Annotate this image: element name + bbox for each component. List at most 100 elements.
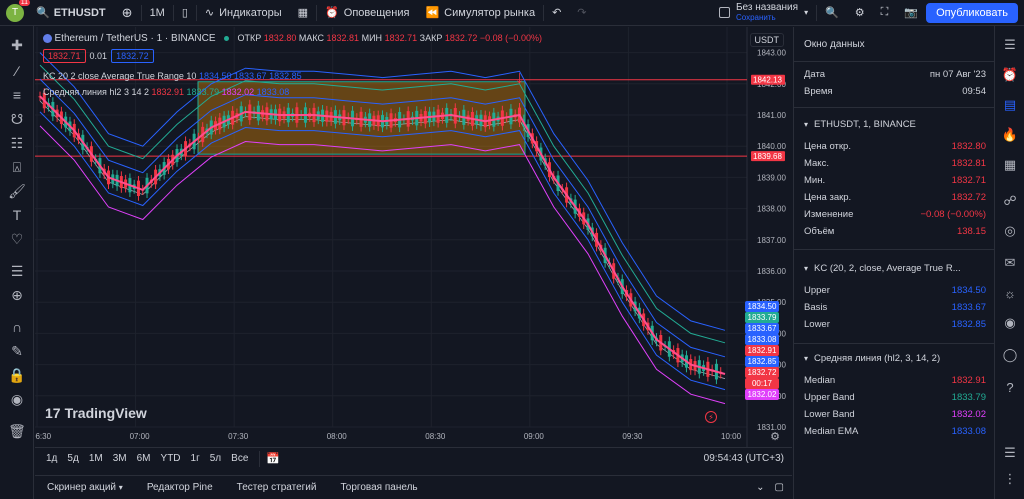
tab-trading-panel[interactable]: Торговая панель <box>340 482 418 493</box>
fullscreen-button[interactable]: ⛶ <box>873 0 897 26</box>
templates-button[interactable]: ▦ <box>290 0 316 26</box>
y-tick-label: 1837.00 <box>757 236 786 245</box>
chart-type-button[interactable]: ▯ <box>174 0 196 26</box>
timeframe-2[interactable]: 1М <box>88 453 103 464</box>
collapse-icon[interactable]: ⌄ <box>756 482 765 493</box>
interval-button[interactable]: 1M <box>149 6 165 19</box>
chart-pane[interactable]: 1843.001842.001841.001840.001839.001838.… <box>35 27 792 447</box>
more-icon[interactable]: ⋮ <box>1003 471 1017 486</box>
calendar-icon[interactable]: 📅 <box>266 453 281 465</box>
publish-button[interactable]: Опубликовать <box>926 2 1018 23</box>
axis-price-tag: 1833.67 <box>745 323 779 334</box>
tab-pine-editor[interactable]: Редактор Pine <box>146 482 213 493</box>
hotlist-fire-icon[interactable]: 🔥 <box>1001 127 1019 142</box>
fib-icon[interactable]: ☷ <box>10 134 24 151</box>
quick-search-button[interactable]: 🔍 <box>817 0 847 26</box>
user-avatar[interactable]: T 11 <box>6 0 30 22</box>
kc-row: Lower 1832.85 <box>804 319 986 332</box>
timeframe-7[interactable]: 5л <box>209 453 222 464</box>
kc-value: 1834.50 <box>951 285 986 296</box>
chevron-down-icon: ▾ <box>804 8 809 17</box>
chat-icon[interactable]: ✉ <box>1004 255 1016 270</box>
pattern-icon[interactable]: ⍓ <box>12 158 22 175</box>
sell-price-button[interactable]: 1832.71 <box>43 49 86 63</box>
divider <box>794 343 994 344</box>
help-icon[interactable]: ? <box>1006 379 1014 395</box>
brush-icon[interactable]: 🖌 <box>8 182 26 199</box>
lightbulb-icon[interactable]: ☼ <box>1004 285 1016 301</box>
text-icon[interactable]: T <box>12 207 22 223</box>
eye-icon[interactable]: ◉ <box>10 390 24 407</box>
timeframe-4[interactable]: 6М <box>136 453 151 464</box>
buy-price-button[interactable]: 1832.72 <box>111 49 154 63</box>
ohlc-label: Макс. <box>804 158 829 169</box>
snapshot-button[interactable]: 📷 <box>896 0 926 26</box>
replay-button[interactable]: ⏪ Симулятор рынка <box>417 0 543 26</box>
zoom-in-icon[interactable]: ⊕ <box>11 286 23 303</box>
ruler-icon[interactable]: ☰ <box>10 262 24 279</box>
trend-line-icon[interactable]: ∕ <box>15 63 19 79</box>
symbol-label: ETHUSDT <box>53 6 106 19</box>
lock-pencil-icon[interactable]: ✎ <box>11 342 23 359</box>
ml-section-title: Средняя линия (hl2, 3, 14, 2) <box>814 353 941 364</box>
timeframe-5[interactable]: YTD <box>160 453 181 464</box>
ohlc-value: 1832.72 <box>951 192 986 203</box>
symbol-section[interactable]: ▾ ETHUSDT, 1, BINANCE <box>804 119 916 130</box>
calendar-icon[interactable]: ▦ <box>1003 157 1017 172</box>
settings-button[interactable]: ⚙ <box>847 0 873 26</box>
tab-screener-label: Скринер акций <box>47 482 117 493</box>
tab-strategy-tester[interactable]: Тестер стратегий <box>236 482 317 493</box>
crosshair-icon[interactable]: ✚ <box>11 36 23 53</box>
timeframe-0[interactable]: 1д <box>46 453 58 464</box>
y-tick-label: 1838.00 <box>757 205 786 214</box>
watchlist-icon[interactable]: ☰ <box>1004 37 1016 52</box>
ml-legend[interactable]: Средняя линия hl2 3 14 2 1832.91 1833.79… <box>43 87 289 97</box>
ideas-icon[interactable]: ◎ <box>1004 223 1016 238</box>
axis-price-tag: 1832.72 <box>745 367 779 378</box>
top-toolbar: T 11 🔍 ETHUSDT ⊕ 1M ▯ ∿ Индикаторы ▦ ⏰ О… <box>0 0 1024 26</box>
timeframe-3[interactable]: 3М <box>112 453 127 464</box>
maximize-icon[interactable]: ▢ <box>774 482 784 493</box>
ohlc-row: Макс. 1832.81 <box>804 158 986 171</box>
currency-button[interactable]: USDT <box>749 33 784 47</box>
spread-value: 0.01 <box>89 51 108 61</box>
magnet-icon[interactable]: ∩ <box>11 319 23 335</box>
candles-icon: ▯ <box>181 7 188 19</box>
kc-legend[interactable]: KC 20 2 close Average True Range 10 1834… <box>43 71 302 81</box>
lock-icon[interactable]: 🔒 <box>8 366 26 383</box>
hline-price-bg <box>751 74 785 85</box>
redo-icon: ↷ <box>577 7 587 19</box>
redo-button[interactable]: ↷ <box>569 0 594 26</box>
alerts-clock-icon[interactable]: ⏰ <box>1001 67 1019 82</box>
lightning-icon[interactable]: ⚡ <box>705 411 717 423</box>
horizontal-lines-icon[interactable]: ≡ <box>12 87 22 103</box>
add-symbol-button[interactable]: ⊕ <box>114 0 141 26</box>
timeframe-6[interactable]: 1г <box>190 453 200 464</box>
pitchfork-icon[interactable]: ☋ <box>10 110 24 127</box>
trash-icon[interactable]: 🗑 <box>8 422 26 439</box>
data-window-icon[interactable]: ▤ <box>1003 97 1017 112</box>
symbol-search-button[interactable]: 🔍 ETHUSDT <box>28 0 114 26</box>
ml-upper-value: 1833.79 <box>186 87 220 97</box>
broadcast-icon[interactable]: ◉ <box>1004 315 1016 330</box>
kc-section[interactable]: ▾ KC (20, 2, close, Average True R... <box>804 263 961 274</box>
layers-icon[interactable]: ☰ <box>1004 445 1016 460</box>
notifications-icon[interactable]: ◯ <box>1002 347 1018 362</box>
chart-settings-icon[interactable]: ⚙ <box>770 431 780 443</box>
indicators-button[interactable]: ∿ Индикаторы <box>197 0 290 26</box>
news-icon[interactable]: ☍ <box>1003 193 1017 208</box>
y-tick-label: 1841.00 <box>757 111 786 120</box>
ml-section[interactable]: ▾ Средняя линия (hl2, 3, 14, 2) <box>804 353 940 364</box>
square-icon <box>718 7 730 18</box>
clock[interactable]: 09:54:43 (UTC+3) <box>703 453 784 464</box>
tab-screener[interactable]: Скринер акций ▾ <box>35 482 135 493</box>
timeframe-1[interactable]: 5д <box>67 453 79 464</box>
ml-lower-value: 1832.02 <box>221 87 255 97</box>
down-arrow-annotation[interactable]: ↓ <box>515 67 524 87</box>
alerts-button[interactable]: ⏰ Оповещения <box>317 0 417 26</box>
undo-button[interactable]: ↶ <box>544 0 569 26</box>
timeframe-8[interactable]: Все <box>231 453 249 464</box>
layout-button[interactable]: Без названия Сохранить ▾ <box>711 0 816 26</box>
ml-upper-line <box>39 64 726 344</box>
heart-icon[interactable]: ♡ <box>10 230 24 247</box>
